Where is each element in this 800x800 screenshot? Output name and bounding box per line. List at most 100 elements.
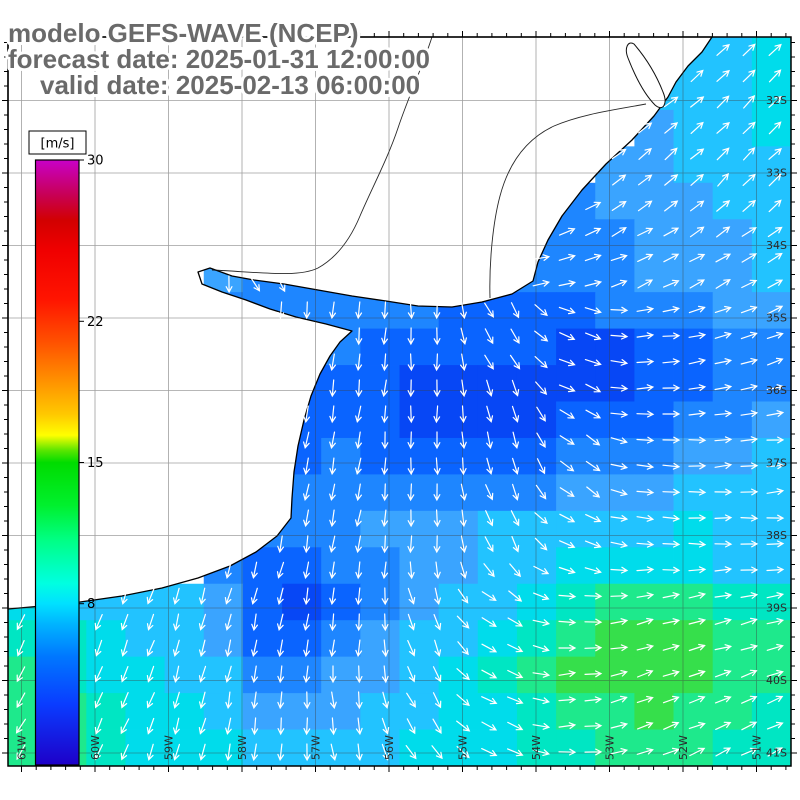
field-cell [438, 510, 479, 548]
field-cell [399, 437, 440, 475]
lon-label: 55W [457, 735, 470, 760]
field-cell [556, 729, 596, 767]
lon-label: 53W [604, 735, 617, 760]
field-cell [321, 510, 361, 548]
field-cell [164, 693, 205, 730]
field-cell [595, 547, 635, 585]
lat-label: 34S [766, 239, 787, 252]
field-cell [477, 583, 518, 621]
field-cell [321, 437, 361, 475]
field-cell [203, 583, 244, 621]
field-cell [477, 328, 518, 366]
field-cell [712, 182, 753, 220]
river-line [211, 36, 433, 275]
lat-label: 41S [766, 747, 787, 760]
field-cell [712, 729, 753, 767]
field-cell [751, 401, 792, 439]
frame-tick-marks [2, 31, 797, 772]
field-cell [203, 620, 244, 658]
field-cell [242, 729, 283, 767]
field-cell [438, 547, 479, 585]
field-cell [438, 437, 479, 475]
field-cell [673, 255, 714, 293]
field-cell [634, 729, 674, 767]
lagoon-outline [625, 42, 666, 109]
field-cell [712, 328, 753, 366]
latitude-labels: 32S 33S 34S 35S 36S 37S 38S 39S 40S 41S [766, 94, 787, 760]
field-cell [360, 365, 400, 402]
field-cell [360, 328, 400, 366]
field-cell [751, 620, 792, 658]
lat-label: 40S [766, 674, 787, 687]
field-cell [751, 109, 792, 147]
field-cell [634, 365, 674, 402]
field-cell [242, 693, 283, 730]
field-cell [595, 437, 635, 475]
field-cell [321, 656, 361, 694]
field-cell [477, 401, 518, 439]
field-cell [360, 474, 400, 512]
field-cell [556, 401, 596, 439]
lon-label: 51W [751, 735, 764, 760]
field-cell [282, 656, 322, 694]
field-cell [438, 693, 479, 730]
field-cell [399, 729, 440, 767]
lon-label: 60W [89, 735, 102, 760]
field-cell [751, 292, 792, 329]
field-cell [712, 620, 753, 658]
field-cell [164, 729, 205, 767]
field-cell [321, 693, 361, 730]
field-cell [673, 510, 714, 548]
field-cell [516, 328, 557, 366]
field-cell [712, 37, 753, 74]
field-cell [673, 474, 714, 512]
field-cell [321, 365, 361, 402]
field-cell [712, 437, 753, 475]
field-cell [712, 693, 753, 730]
field-cell [595, 474, 635, 512]
field-cell [673, 328, 714, 366]
field-cell [751, 255, 792, 293]
field-cell [321, 547, 361, 585]
colorbar-unit-label: [m/s] [41, 137, 75, 152]
field-cell [321, 292, 361, 329]
field-cell [673, 620, 714, 658]
field-cell [516, 437, 557, 475]
field-cell [438, 620, 479, 658]
field-cell [673, 547, 714, 585]
field-cell [242, 620, 283, 658]
forecast-date: forecast date: 2025-01-31 12:00:00 [8, 44, 430, 74]
field-cell [673, 292, 714, 329]
field-cell [595, 583, 635, 621]
field-cell [399, 510, 440, 548]
field-cell [673, 109, 714, 147]
field-cell [360, 656, 400, 694]
field-cell [399, 620, 440, 658]
model-title: modelo GEFS-WAVE (NCEP) [8, 18, 359, 48]
field-cell [438, 365, 479, 402]
field-cell [634, 437, 674, 475]
colorbar-tick-label: 15 [87, 456, 104, 471]
field-cell [556, 292, 596, 329]
lat-label: 33S [766, 167, 787, 180]
field-cell [321, 401, 361, 439]
field-cell [673, 583, 714, 621]
field-cell [751, 365, 792, 402]
field-cell [203, 693, 244, 730]
field-cell [556, 474, 596, 512]
field-cell [360, 620, 400, 658]
field-cell [516, 656, 557, 694]
field-cell [360, 547, 400, 585]
field-cell [712, 219, 753, 257]
field-cell [595, 255, 635, 293]
field-cell [556, 437, 596, 475]
field-cell [360, 401, 400, 439]
field-cell [282, 693, 322, 730]
field-cell [125, 620, 165, 658]
field-cell [360, 729, 400, 767]
field-cell [360, 583, 400, 621]
field-cell [516, 583, 557, 621]
field-cell [751, 729, 792, 767]
field-cell [712, 583, 753, 621]
